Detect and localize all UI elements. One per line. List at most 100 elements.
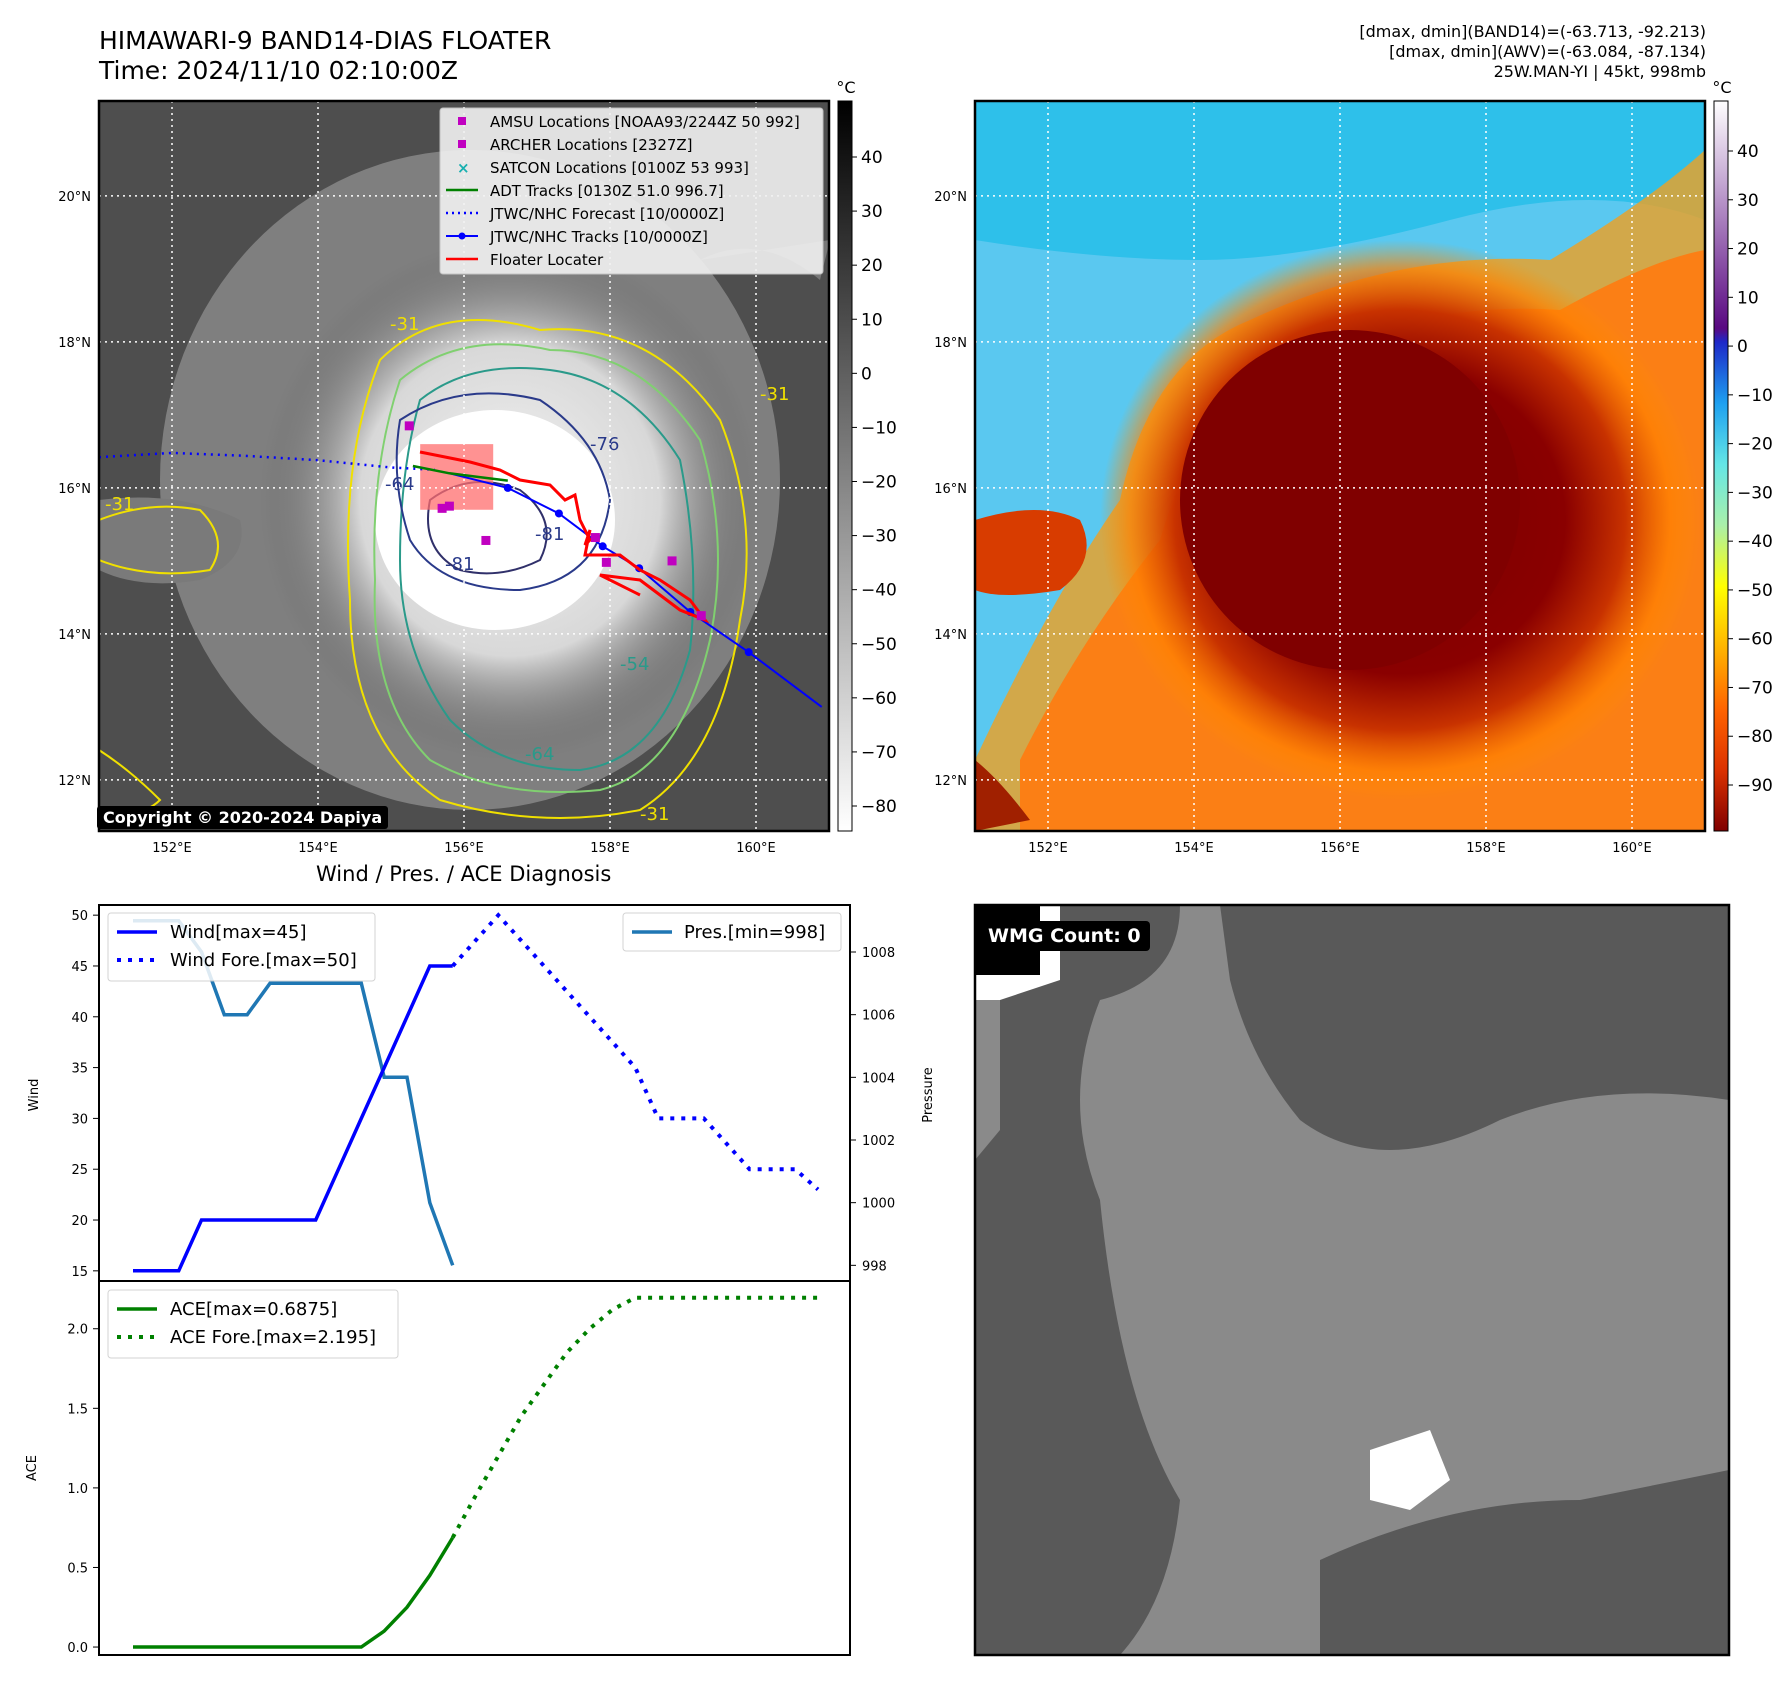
contour-label: -81 <box>535 524 564 545</box>
ace-y-label: ACE <box>25 1455 40 1481</box>
wind-y-tick-label: 25 <box>71 1163 88 1178</box>
lon-tick-label: 158°E <box>590 841 630 856</box>
land-left <box>99 497 242 584</box>
jtwc-track-point <box>744 648 753 657</box>
lon-tick-label: 152°E <box>1028 841 1068 856</box>
lon-tick-label: 154°E <box>1174 841 1214 856</box>
amsu-point <box>481 535 491 545</box>
chart-title: Wind / Pres. / ACE Diagnosis <box>316 862 612 886</box>
ace-series-line <box>133 1536 455 1649</box>
contour-label: -64 <box>525 744 554 765</box>
wv-graticule <box>975 101 1705 831</box>
wmg-region-west <box>975 905 1180 1655</box>
lon-tick-label: 156°E <box>1320 841 1360 856</box>
stats-info: [dmax, dmin](BAND14)=(-63.713, -92.213) … <box>1359 22 1706 82</box>
colorbar-tick-label: −20 <box>1737 435 1773 455</box>
floater-locater-line <box>419 450 710 624</box>
gray-colorbar <box>837 100 853 832</box>
contour-label: -31 <box>390 314 419 335</box>
colorbar-tick-label: −40 <box>1737 532 1773 552</box>
temp-colorbar-unit: °C <box>1712 78 1731 97</box>
legend-label-jtwc-track: JTWC/NHC Tracks [10/0000Z] <box>489 228 708 246</box>
colorbar-tick-label: −30 <box>861 527 897 547</box>
colorbar-tick-label: −10 <box>861 418 897 438</box>
jtwc-track-point <box>503 483 512 492</box>
contour-minus31 <box>347 319 748 819</box>
lat-tick-label: 20°N <box>934 190 967 205</box>
lat-tick-label: 12°N <box>934 774 967 789</box>
lat-tick-label: 16°N <box>934 482 967 497</box>
colorbar-tick-label: −40 <box>861 581 897 601</box>
amsu-point <box>601 557 611 567</box>
figure-title: HIMAWARI-9 BAND14-DIAS FLOATER Time: 202… <box>99 26 551 86</box>
colorbar-tick-label: −10 <box>1737 386 1773 406</box>
wind-forecast-line <box>451 912 820 1191</box>
lat-tick-label: 16°N <box>58 482 91 497</box>
colorbar-tick-label: −20 <box>861 473 897 493</box>
ace-legend-label: ACE[max=0.6875] <box>170 1299 337 1320</box>
amsu-point <box>444 501 454 511</box>
legend-dot-jtwc-track <box>458 232 466 240</box>
colorbar-tick-label: −80 <box>861 797 897 817</box>
contour-label: -31 <box>760 384 789 405</box>
floater-box <box>420 444 494 510</box>
pressure-y-label: Pressure <box>921 1067 936 1123</box>
legend-box <box>439 107 824 275</box>
wind-y-tick-label: 15 <box>71 1265 88 1280</box>
pressure-legend-box <box>622 912 842 952</box>
wind-y-ticks: 50 45 40 35 30 25 20 15 <box>71 909 99 1280</box>
colorbar-tick-label: 40 <box>861 148 883 168</box>
lon-tick-label: 160°E <box>1612 841 1652 856</box>
ace-y-tick-label: 1.5 <box>67 1402 88 1417</box>
colorbar-tick-label: 20 <box>861 256 883 276</box>
wind-y-tick-label: 50 <box>71 909 88 924</box>
wmg-panel <box>973 903 1731 1657</box>
lat-tick-label: 14°N <box>934 628 967 643</box>
colorbar-tick-label: 10 <box>1737 288 1759 308</box>
colorbar-tick-label: −70 <box>861 743 897 763</box>
info-line-2: [dmax, dmin](AWV)=(-63.084, -87.134) <box>1389 42 1706 61</box>
colorbar-tick-label: 30 <box>1737 191 1759 211</box>
lon-tick-label: 152°E <box>152 841 192 856</box>
amsu-point <box>696 611 706 621</box>
colorbar-tick-label: −90 <box>1737 776 1773 796</box>
wv-sw-feature <box>975 760 1030 831</box>
colorbar-tick-label: −80 <box>1737 727 1773 747</box>
pressure-y-tick-label: 1006 <box>862 1009 895 1024</box>
lat-tick-label: 20°N <box>58 190 91 205</box>
legend-marker-satcon: × <box>457 159 470 177</box>
wind-forecast-legend-label: Wind Fore.[max=50] <box>170 950 357 971</box>
lon-tick-label: 156°E <box>444 841 484 856</box>
adt-track-line <box>412 464 508 482</box>
ace-y-tick-label: 1.0 <box>67 1482 88 1497</box>
temp-colorbar-ticks: 40 30 20 10 0 −10 −20 −30 −40 −50 −60 −70 −80 −90 <box>1728 142 1773 796</box>
legend-marker-amsu <box>458 117 466 125</box>
colorbar-tick-label: −70 <box>1737 678 1773 698</box>
legend-label-archer: ARCHER Locations [2327Z] <box>490 136 693 154</box>
colorbar-tick-label: 0 <box>861 364 872 384</box>
ace-y-tick-label: 2.0 <box>67 1323 88 1338</box>
contour-label: -31 <box>640 804 669 825</box>
lon-tick-label: 158°E <box>1466 841 1506 856</box>
lat-tick-label: 18°N <box>58 336 91 351</box>
colorbar-tick-label: 0 <box>1737 337 1748 357</box>
lat-tick-label: 12°N <box>58 774 91 789</box>
colorbar-tick-label: 40 <box>1737 142 1759 162</box>
title-line-2: Time: 2024/11/10 02:10:00Z <box>99 56 458 85</box>
pressure-y-tick-label: 998 <box>862 1259 887 1274</box>
colorbar-tick-label: 20 <box>1737 240 1759 260</box>
jtwc-forecast-line <box>99 451 435 471</box>
legend-label-amsu: AMSU Locations [NOAA93/2244Z 50 992] <box>490 113 800 131</box>
map-tick-labels: 152°E 154°E 156°E 158°E 160°E 20°N 18°N 16°N 14°… <box>58 190 1652 856</box>
ace-chart: 2.0 1.5 1.0 0.5 0.0 ACE ACE[max=0.6875] ACE … <box>25 1280 851 1656</box>
colorbar-tick-label: −30 <box>1737 483 1773 503</box>
contour-lines <box>99 319 748 819</box>
contour-label: -81 <box>445 554 474 575</box>
gray-colorbar-unit: °C <box>836 78 855 97</box>
contour-label: -31 <box>105 494 134 515</box>
wind-y-tick-label: 35 <box>71 1062 88 1077</box>
amsu-point <box>590 533 600 543</box>
wv-map-panel <box>975 101 1705 831</box>
colorbar-tick-label: −60 <box>1737 630 1773 650</box>
